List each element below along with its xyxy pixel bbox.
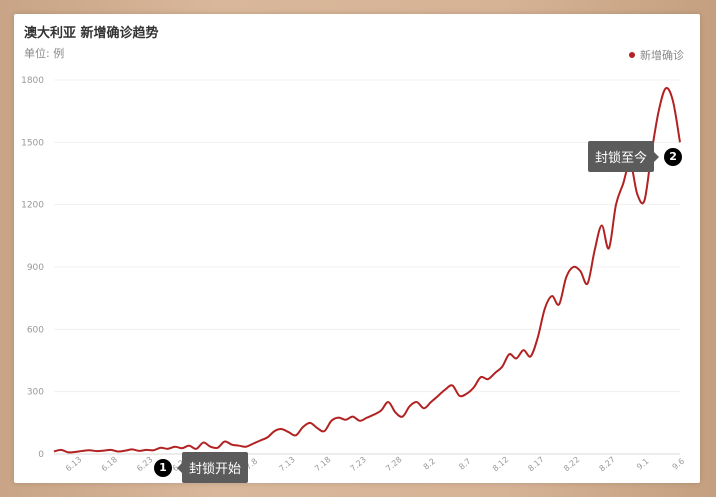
y-tick-label: 1500 xyxy=(21,138,44,148)
legend-label: 新增确诊 xyxy=(640,49,684,62)
line-chart: 03006009001200150018006.136.186.236.287.… xyxy=(21,76,687,473)
x-tick-label: 9.6 xyxy=(671,457,687,472)
chart-title: 澳大利亚 新增确诊趋势 xyxy=(24,26,159,41)
annotation-number-2: 2 xyxy=(664,147,683,166)
y-tick-label: 1200 xyxy=(21,201,44,211)
annotation-lockdown-start: 1 封锁开始 xyxy=(154,452,249,483)
x-tick-label: 7.28 xyxy=(384,455,403,473)
x-tick-label: 7.23 xyxy=(349,455,368,473)
x-tick-label: 8.27 xyxy=(598,455,617,473)
x-tick-label: 8.17 xyxy=(526,455,545,473)
x-tick-label: 6.18 xyxy=(100,455,119,473)
annotation-label-2: 封锁至今 xyxy=(588,141,660,172)
unit-label: 单位: 例 xyxy=(24,47,65,60)
legend-marker xyxy=(629,52,635,58)
y-tick-label: 1800 xyxy=(21,76,44,86)
y-tick-label: 0 xyxy=(38,450,44,460)
chart-card: 澳大利亚 新增确诊趋势 单位: 例 新增确诊 0 300 600 900 1200 150… xyxy=(14,14,700,483)
x-tick-label: 6.13 xyxy=(64,455,83,473)
series-line[interactable] xyxy=(53,86,681,454)
x-tick-label: 9.1 xyxy=(635,457,651,472)
x-tick-label: 7.18 xyxy=(313,455,332,473)
annotation-label-1: 封锁开始 xyxy=(176,452,249,483)
x-tick-label: 7.13 xyxy=(277,455,296,473)
legend[interactable]: 新增确诊 xyxy=(629,47,684,63)
x-tick-label: 6.23 xyxy=(135,455,154,473)
x-tick-label: 8.7 xyxy=(457,457,473,472)
y-tick-label: 600 xyxy=(27,325,44,335)
y-tick-label: 900 xyxy=(27,263,44,273)
x-tick-label: 8.2 xyxy=(422,457,438,472)
x-tick-label: 8.12 xyxy=(491,455,510,473)
annotation-lockdown-now: 封锁至今 2 xyxy=(588,141,683,172)
annotation-number-1: 1 xyxy=(154,458,172,477)
x-tick-label: 8.22 xyxy=(562,455,581,473)
y-tick-label: 300 xyxy=(27,388,44,398)
